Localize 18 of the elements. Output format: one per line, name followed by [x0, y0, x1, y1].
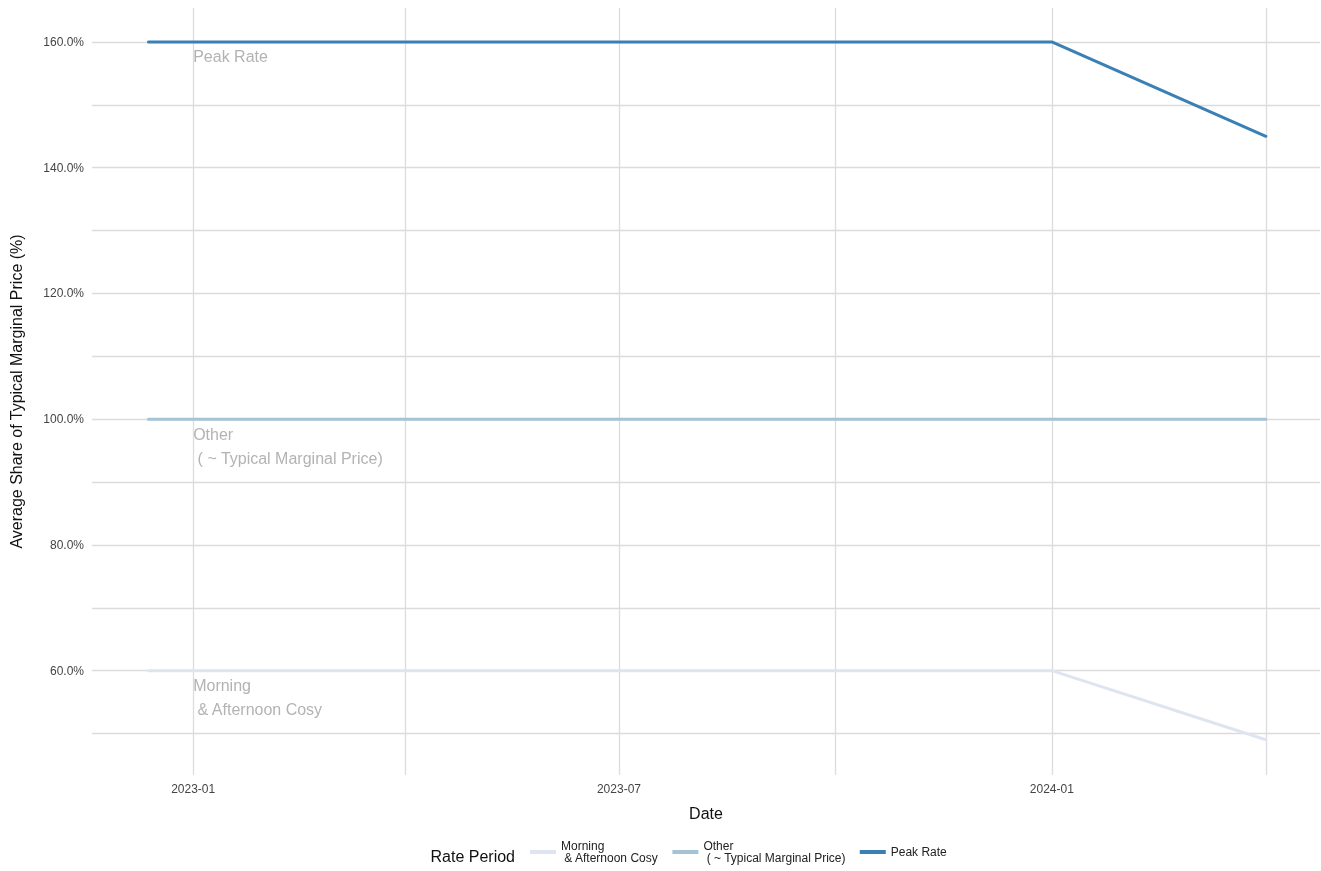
x-tick-label: 2024-01: [1029, 782, 1075, 796]
y-axis-title: Average Share of Typical Marginal Price (%): [7, 234, 25, 549]
y-tick-label: 120.0%: [43, 286, 85, 301]
y-tick-label: 100.0%: [43, 412, 85, 427]
legend-title: Rate Period: [430, 847, 515, 865]
x-tick-label: 2023-07: [596, 782, 642, 796]
legend-label: Morning & Afternoon Cosy: [561, 839, 658, 865]
annotation: Morning & Afternoon Cosy: [193, 677, 323, 719]
x-tick-label: 2023-01: [171, 782, 216, 796]
annotation: Peak Rate: [193, 48, 268, 66]
legend-label: Other ( ~ Typical Marginal Price): [703, 839, 846, 865]
y-tick-label: 160.0%: [43, 34, 85, 49]
y-tick-label: 80.0%: [49, 537, 85, 552]
y-tick-label: 140.0%: [43, 160, 85, 175]
x-axis-title: Date: [689, 804, 723, 822]
annotation: Other ( ~ Typical Marginal Price): [193, 425, 383, 467]
y-tick-label: 60.0%: [49, 663, 85, 678]
legend-label: Peak Rate: [890, 845, 948, 859]
